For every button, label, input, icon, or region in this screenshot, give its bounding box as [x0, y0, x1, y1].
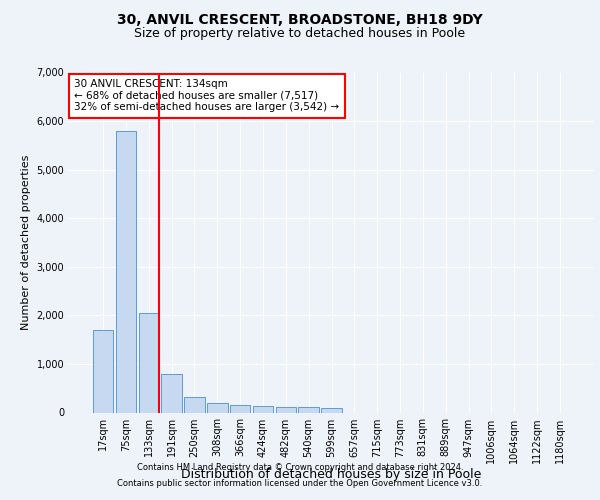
Bar: [321, 408, 342, 412]
Bar: [184, 398, 205, 412]
Y-axis label: Number of detached properties: Number of detached properties: [21, 155, 31, 330]
X-axis label: Distribution of detached houses by size in Poole: Distribution of detached houses by size …: [181, 468, 482, 481]
Bar: [207, 404, 227, 412]
Text: Contains public sector information licensed under the Open Government Licence v3: Contains public sector information licen…: [118, 478, 482, 488]
Bar: [139, 313, 159, 412]
Bar: [230, 406, 250, 412]
Bar: [275, 407, 296, 412]
Bar: [161, 374, 182, 412]
Text: 30 ANVIL CRESCENT: 134sqm
← 68% of detached houses are smaller (7,517)
32% of se: 30 ANVIL CRESCENT: 134sqm ← 68% of detac…: [74, 80, 340, 112]
Text: Contains HM Land Registry data © Crown copyright and database right 2024.: Contains HM Land Registry data © Crown c…: [137, 464, 463, 472]
Text: 30, ANVIL CRESCENT, BROADSTONE, BH18 9DY: 30, ANVIL CRESCENT, BROADSTONE, BH18 9DY: [117, 12, 483, 26]
Bar: [93, 330, 113, 412]
Text: Size of property relative to detached houses in Poole: Size of property relative to detached ho…: [134, 28, 466, 40]
Bar: [298, 407, 319, 412]
Bar: [253, 406, 273, 412]
Bar: [116, 131, 136, 412]
